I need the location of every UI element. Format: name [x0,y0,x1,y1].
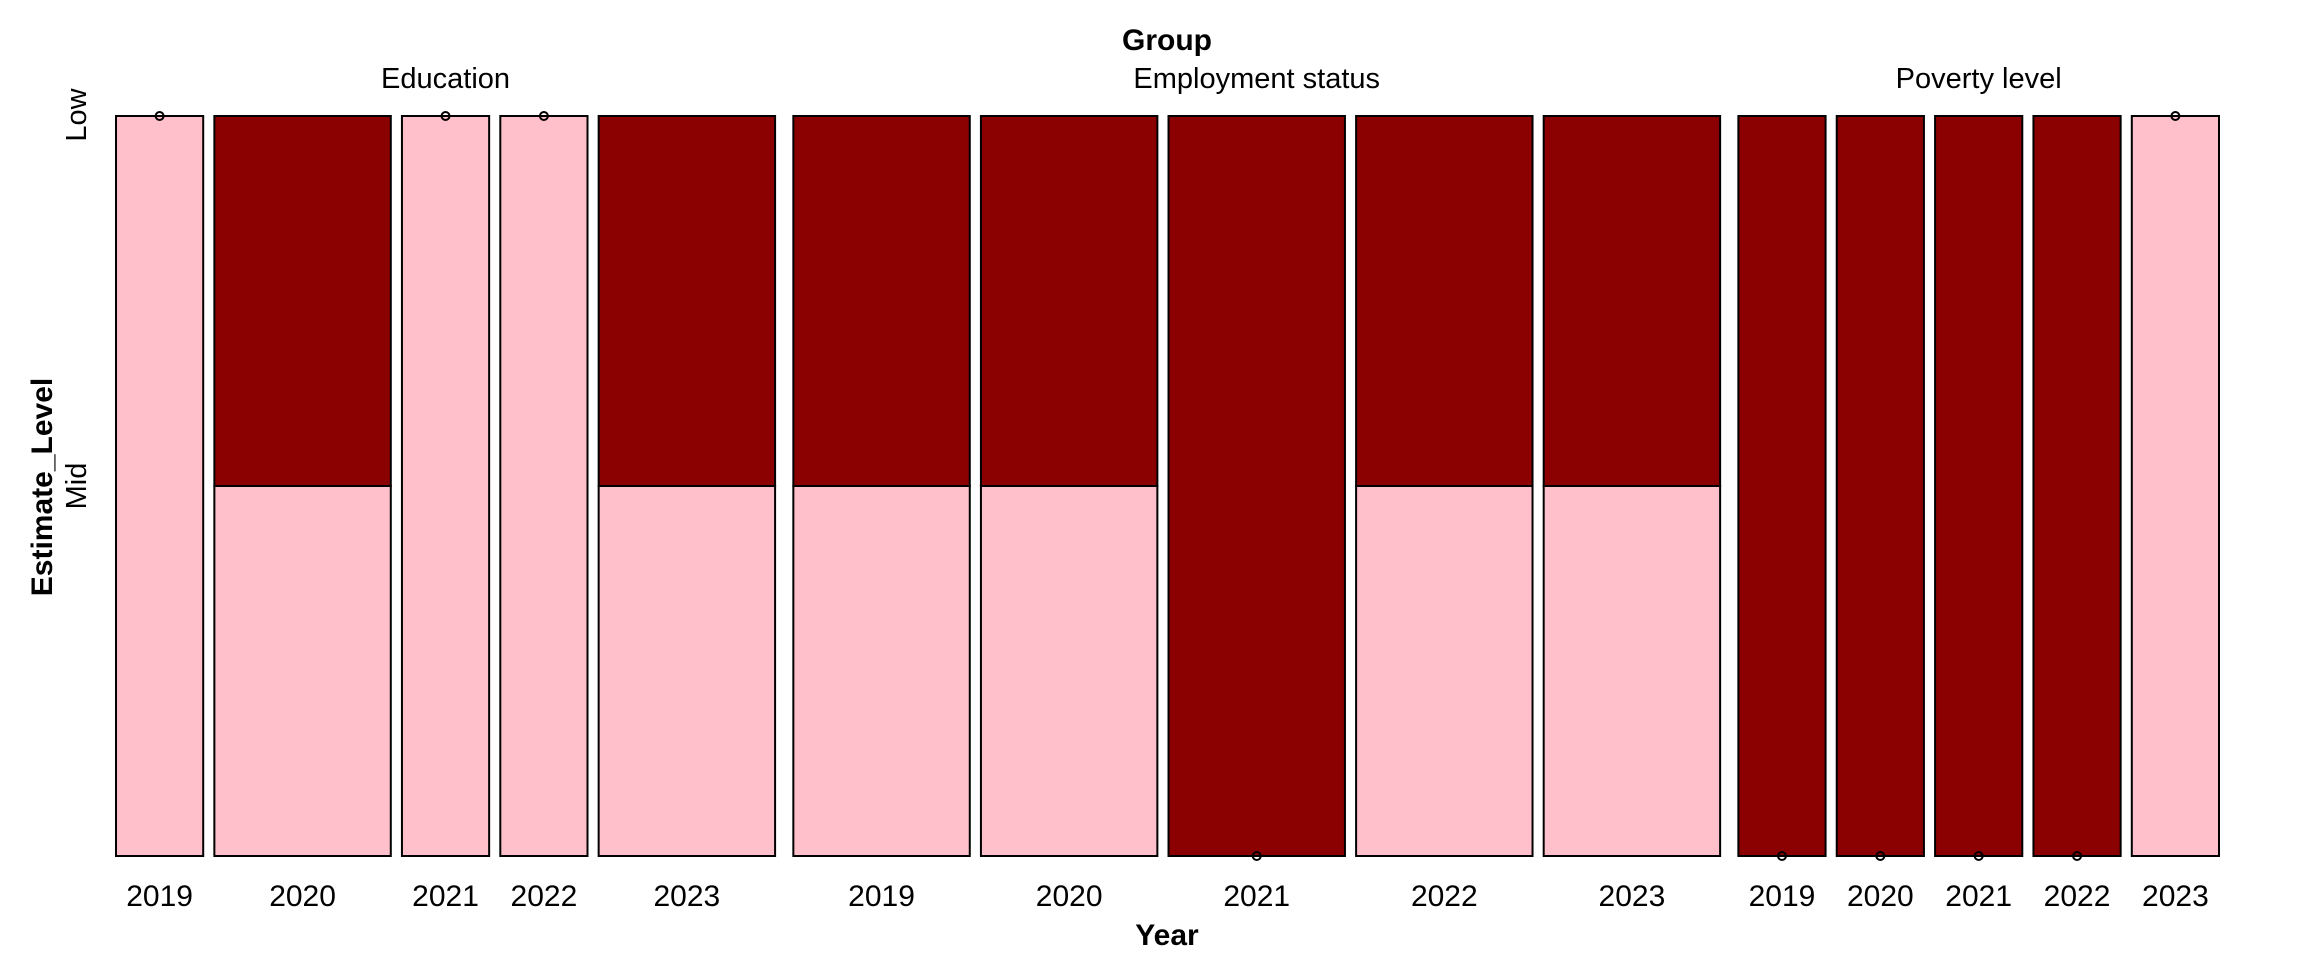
x-tick-label: 2023 [653,880,720,913]
mosaic-tile-mid [792,115,971,487]
mosaic-tile-low [499,115,589,857]
empty-level-marker [2170,111,2181,121]
x-tick-label: 2021 [1945,880,2012,913]
group-label: Poverty level [1896,63,2062,95]
empty-level-marker [1251,851,1262,861]
mosaic-tile-low [1355,485,1534,857]
mosaic-tile-low [115,115,205,857]
x-tick-label: 2022 [2044,880,2111,913]
x-tick-label: 2023 [2142,880,2209,913]
mosaic-tile-low [979,485,1159,857]
mosaic-tile-mid [1167,115,1346,857]
mosaic-tile-mid [1835,115,1925,857]
x-tick-label: 2022 [1411,880,1478,913]
empty-level-marker [538,111,549,121]
x-axis-label: Year [1135,919,1199,952]
y-level-label-low: Low [61,87,93,141]
empty-level-marker [1776,851,1787,861]
mosaic-tile-low [792,485,971,857]
mosaic-body: 2019 2020 2021 2022 2023 Education 2019 2020 202… [115,63,2221,913]
x-tick-label: 2019 [1749,880,1816,913]
x-tick-label: 2023 [1599,880,1666,913]
mosaic-tile-low [213,485,392,857]
x-tick-label: 2021 [412,880,479,913]
mosaic-tile-low [597,485,777,857]
x-tick-label: 2019 [126,880,193,913]
x-tick-label: 2020 [1847,880,1914,913]
mosaic-tile-mid [597,115,777,487]
empty-level-marker [440,111,451,121]
mosaic-tile-low [400,115,491,857]
empty-level-marker [2072,851,2083,861]
group-label: Education [381,63,510,95]
x-tick-label: 2022 [511,880,578,913]
mosaic-tile-mid [1737,115,1827,857]
x-tick-label: 2019 [848,880,915,913]
y-level-label-mid: Mid [61,463,93,510]
empty-level-marker [1973,851,1984,861]
mosaic-tile-mid [2032,115,2122,857]
empty-level-marker [1875,851,1886,861]
x-tick-label: 2020 [269,880,336,913]
mosaic-tile-mid [1934,115,2024,857]
mosaic-tile-low [2130,115,2221,857]
mosaic-tile-mid [1355,115,1534,487]
empty-level-marker [154,111,165,121]
x-tick-label: 2021 [1223,880,1290,913]
y-axis-label: Estimate_Level [26,378,59,596]
mosaic-tile-low [1542,485,1722,857]
group-label: Employment status [1133,63,1380,95]
chart-title: Group [1122,24,1212,57]
mosaic-tile-mid [1542,115,1722,487]
x-tick-label: 2020 [1036,880,1103,913]
mosaic-tile-mid [213,115,392,487]
mosaic-tile-mid [979,115,1159,487]
